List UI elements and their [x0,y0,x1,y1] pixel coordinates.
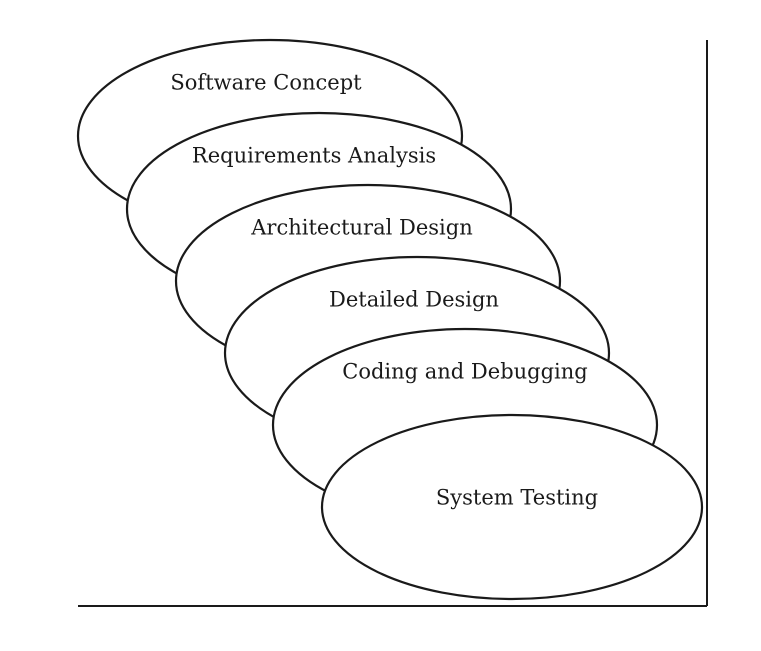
stage-label-requirements-analysis: Requirements Analysis [192,144,436,168]
stage-label-coding-and-debugging: Coding and Debugging [342,360,587,384]
stage-system-testing: System Testing [320,413,704,601]
stage-label-system-testing: System Testing [436,486,598,510]
stage-label-detailed-design: Detailed Design [329,288,499,312]
stage-label-software-concept: Software Concept [170,71,362,95]
stage-label-architectural-design: Architectural Design [250,216,472,240]
stage-ellipse [320,413,704,601]
